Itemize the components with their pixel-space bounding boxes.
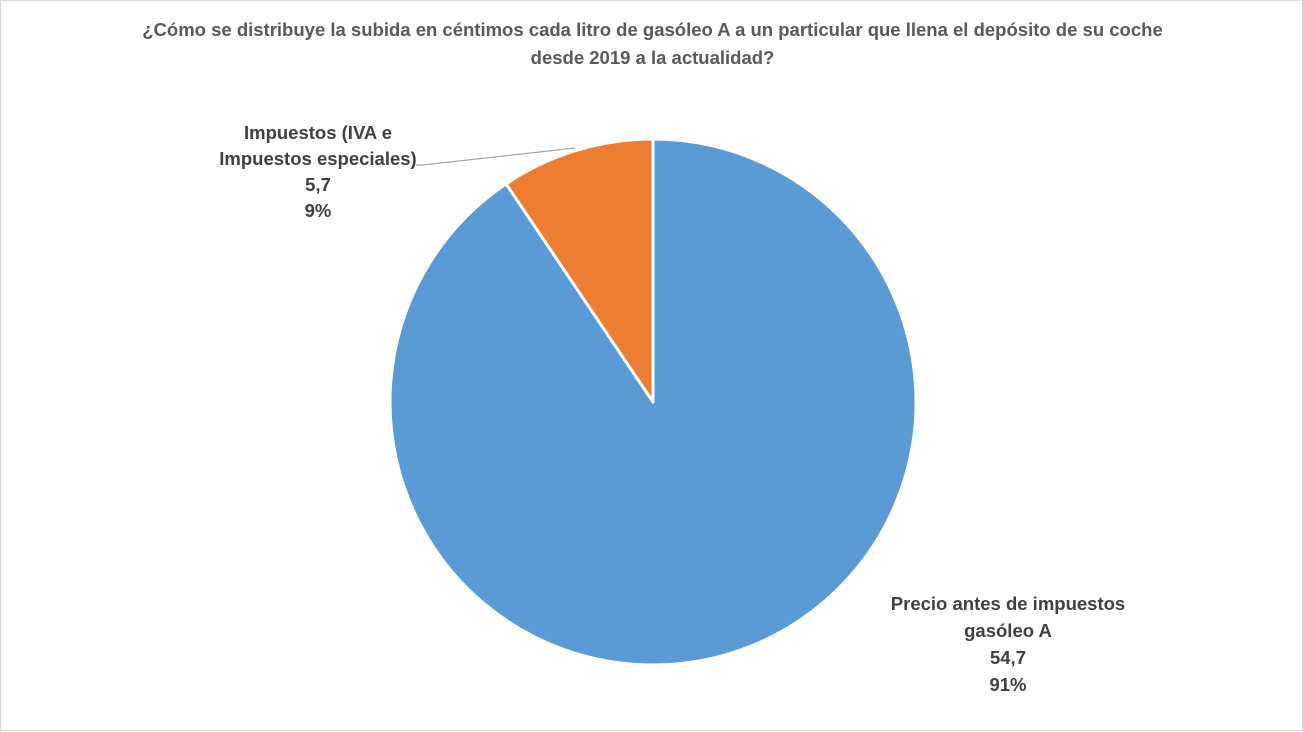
pie-slice-precio-antes-de-impuestos [388,137,918,667]
data-label-line: Impuestos especiales) [219,148,416,169]
data-label-impuestos: Impuestos (IVA e Impuestos especiales) 5,7… [219,122,416,221]
data-label-line: 9% [305,200,332,221]
data-label-line: Impuestos (IVA e [244,122,392,143]
data-label-line: 91% [989,674,1026,695]
pie-slice-impuestos [504,137,655,404]
chart-title: ¿Cómo se distribuye la subida en céntimo… [142,19,1163,68]
data-label-line: gasóleo A [964,620,1052,641]
data-label-line: 5,7 [305,174,331,195]
leader-line-impuestos [416,147,576,166]
data-label-line: 54,7 [990,647,1026,668]
data-label-precio-antes-de-impuestos: Precio antes de impuestos gasóleo A 54,7 91… [891,593,1125,695]
data-label-line: Precio antes de impuestos [891,593,1125,614]
